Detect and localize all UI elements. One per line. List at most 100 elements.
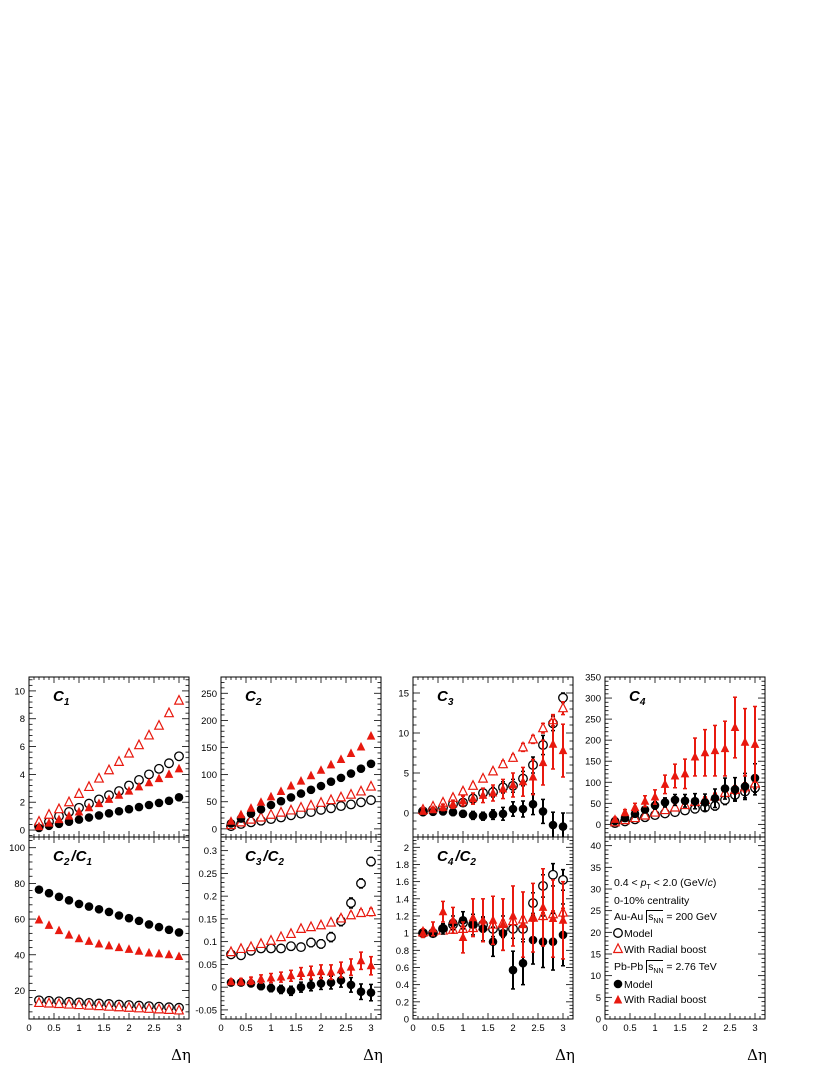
- marker-filled-circle: [740, 782, 750, 791]
- y-tick-label: 0.05: [199, 960, 218, 971]
- x-tick-label: 1.5: [97, 1023, 110, 1034]
- y-tick-label: 0.4: [396, 980, 409, 991]
- marker-open-circle: [558, 692, 568, 703]
- series-3: [418, 793, 568, 837]
- marker-filled-circle: [134, 802, 144, 812]
- marker-filled-circle: [154, 922, 164, 932]
- marker-open-triangle: [73, 998, 85, 1010]
- marker-open-triangle: [163, 706, 175, 718]
- marker-filled-triangle: [528, 912, 538, 922]
- marker-filled-circle: [276, 985, 286, 994]
- y-tick-label: 250: [585, 715, 601, 726]
- marker-filled-circle: [74, 899, 84, 909]
- marker-filled-circle: [336, 976, 346, 985]
- marker-filled-triangle: [458, 932, 468, 941]
- marker-open-triangle: [285, 927, 297, 939]
- marker-filled-triangle: [740, 737, 750, 746]
- marker-filled-circle: [296, 789, 306, 798]
- x-axis: [28, 677, 190, 837]
- y-tick-label: 0.3: [204, 846, 217, 857]
- x-tick-label: 0.5: [47, 1023, 60, 1034]
- marker-open-triangle: [123, 747, 135, 758]
- x-tick-label: 1: [76, 1023, 81, 1034]
- marker-open-triangle: [355, 906, 367, 918]
- marker-open-triangle: [669, 801, 681, 812]
- marker-filled-triangle: [558, 915, 568, 924]
- marker-open-triangle: [477, 772, 489, 783]
- x-tick-label: 2.5: [339, 1023, 352, 1034]
- y-tick-label: 50: [206, 797, 217, 808]
- title-sub: 2: [63, 857, 70, 868]
- y-tick-label: 0: [596, 820, 601, 831]
- marker-open-triangle: [305, 920, 317, 932]
- marker-filled-triangle: [326, 759, 336, 769]
- marker-open-triangle: [557, 701, 569, 713]
- x-tick-label: 1: [652, 1023, 657, 1034]
- marker-open-triangle: [649, 806, 661, 817]
- marker-filled-triangle: [750, 739, 760, 748]
- marker-filled-circle: [650, 801, 660, 810]
- marker-filled-circle: [174, 793, 184, 802]
- marker-filled-triangle: [246, 975, 256, 985]
- marker-filled-triangle: [256, 797, 266, 806]
- marker-open-triangle: [335, 912, 347, 923]
- marker-filled-circle: [690, 796, 700, 806]
- marker-filled-triangle: [730, 722, 740, 732]
- y-tick-label: 0.2: [396, 997, 409, 1008]
- marker-filled-triangle: [114, 942, 124, 952]
- x-tick-label: 1.5: [481, 1023, 494, 1034]
- marker-filled-triangle: [418, 806, 428, 815]
- marker-filled-circle: [508, 965, 518, 975]
- marker-open-triangle: [173, 694, 185, 705]
- marker-filled-triangle: [326, 967, 336, 976]
- y-axis: -0.05 0 0.05 0.1 0.15 0.2 0.25 0.3: [195, 836, 381, 1020]
- y-tick-label: 4: [20, 770, 25, 781]
- marker-open-triangle: [33, 996, 45, 1008]
- plot-area: [417, 692, 569, 837]
- marker-open-triangle: [345, 908, 357, 920]
- title-sub2: 2: [277, 857, 284, 868]
- plot-area: [33, 694, 185, 833]
- marker-open-circle: [548, 869, 558, 880]
- x-axis-label: Δη: [555, 1046, 575, 1064]
- marker-filled-triangle: [418, 928, 428, 937]
- marker-open-circle: [326, 803, 336, 814]
- marker-filled-circle: [468, 811, 478, 820]
- y-tick-label: 350: [585, 673, 601, 684]
- marker-open-triangle: [133, 1001, 145, 1013]
- marker-open-triangle: [315, 796, 327, 807]
- title-main: C: [245, 688, 257, 705]
- y-tick-label: 50: [590, 799, 601, 810]
- marker-filled-circle: [670, 795, 680, 805]
- y-axis: 0 5 10 15 20 25 30 35 40: [590, 836, 765, 1026]
- marker-filled-triangle: [316, 966, 326, 976]
- marker-filled-triangle: [720, 743, 730, 753]
- x-tick-label: 1: [460, 1023, 465, 1034]
- marker-filled-triangle: [84, 936, 94, 945]
- x-tick-label: 0.5: [623, 1023, 636, 1034]
- title-main: C: [437, 848, 449, 865]
- marker-filled-triangle: [174, 951, 184, 961]
- marker-open-triangle: [103, 763, 115, 775]
- y-tick-label: 0.8: [396, 946, 409, 957]
- marker-filled-triangle: [650, 791, 660, 801]
- marker-filled-triangle: [34, 914, 44, 924]
- marker-open-triangle: [83, 999, 95, 1010]
- marker-filled-triangle: [134, 946, 144, 955]
- title-sub2: 2: [469, 857, 476, 868]
- marker-filled-circle: [74, 815, 84, 824]
- y-tick-label: 15: [398, 689, 409, 700]
- x-tick-label: 1.5: [289, 1023, 302, 1034]
- marker-filled-circle: [256, 805, 266, 814]
- marker-filled-circle: [730, 785, 740, 794]
- marker-filled-triangle: [610, 814, 620, 823]
- marker-filled-triangle: [660, 779, 670, 788]
- title-div: /: [262, 848, 269, 865]
- plot-area: [33, 885, 185, 1015]
- y-tick-label: 30: [590, 885, 601, 896]
- marker-open-triangle: [527, 732, 539, 744]
- marker-open-triangle: [153, 719, 165, 730]
- marker-filled-triangle: [346, 748, 356, 757]
- marker-filled-triangle: [448, 915, 458, 924]
